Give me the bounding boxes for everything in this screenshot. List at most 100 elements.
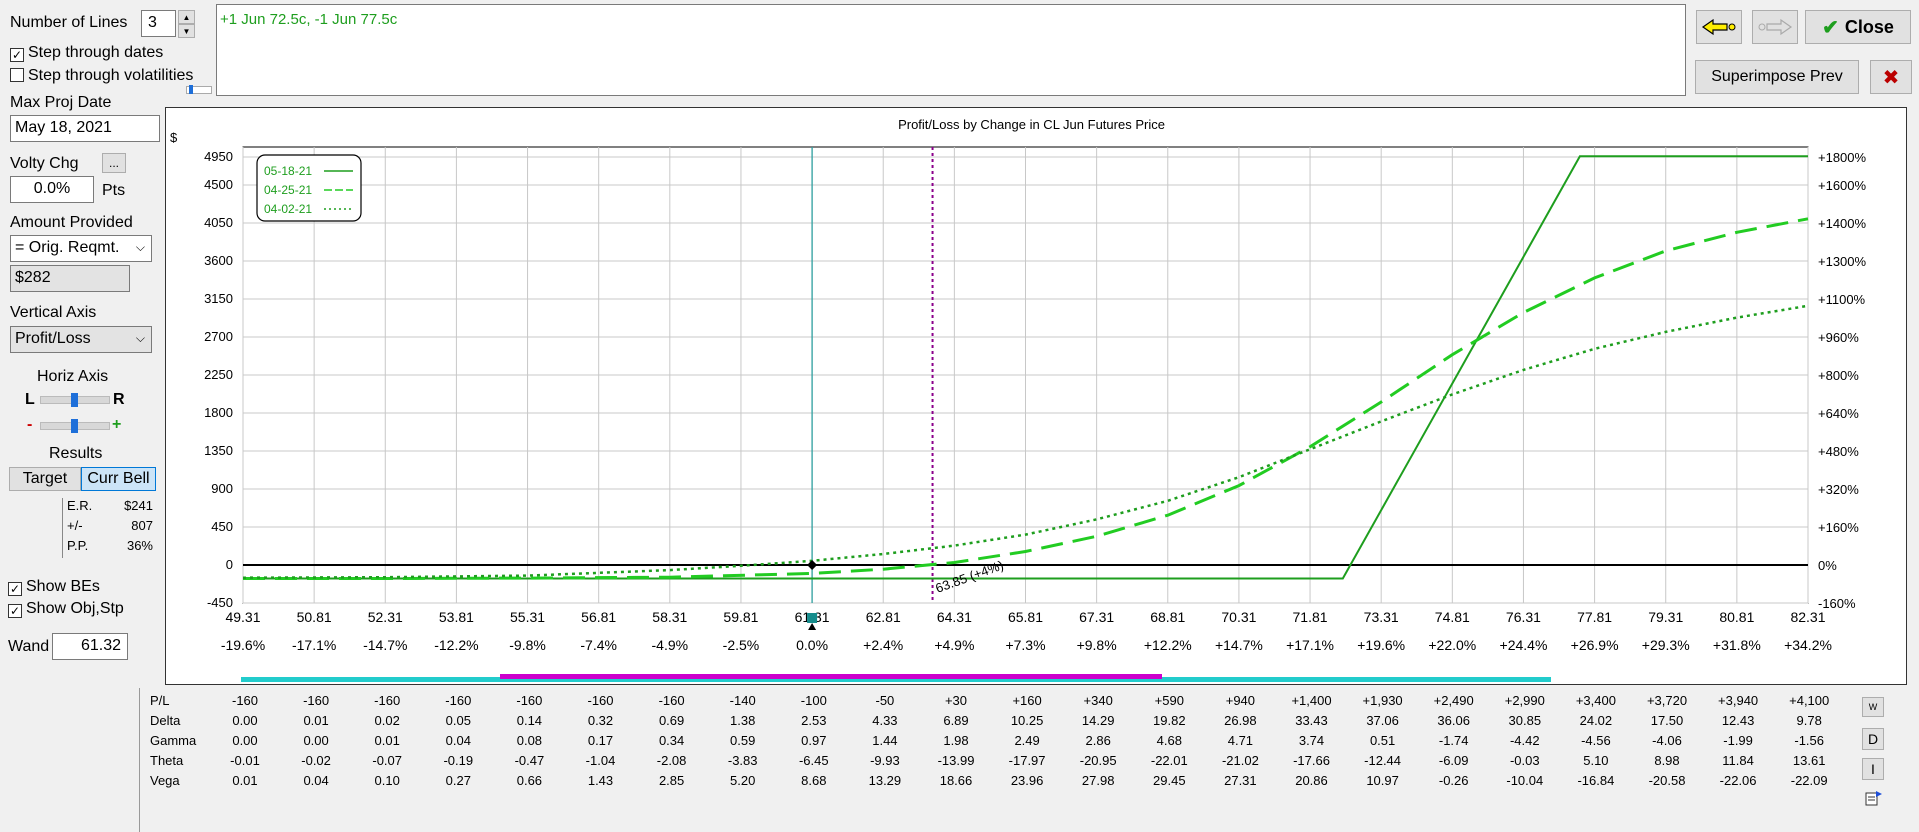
x-tick-label: 65.81	[1008, 609, 1043, 625]
step-vols-checkbox[interactable]	[10, 68, 24, 82]
greeks-cell: 0.02	[374, 713, 400, 728]
chevron-down-icon: ⌵	[135, 240, 145, 254]
x-icon: ✖	[1882, 66, 1900, 89]
greeks-cell: 5.20	[730, 773, 756, 788]
greeks-cell: -22.06	[1719, 773, 1757, 788]
step-dates-checkbox[interactable]	[10, 48, 24, 62]
greeks-cell: -20.95	[1079, 753, 1117, 768]
step-dates-option[interactable]: Step through dates	[10, 44, 163, 62]
y2-tick-label: +800%	[1818, 368, 1859, 383]
greeks-cell: 0.04	[445, 733, 471, 748]
greeks-cell: 29.45	[1153, 773, 1186, 788]
volty-label: Volty Chg	[10, 155, 79, 172]
amount-label: Amount Provided	[10, 214, 133, 231]
horiz-zoom-thumb[interactable]	[71, 419, 78, 433]
volty-change-field[interactable]: 0.0%	[10, 176, 94, 203]
greeks-cell: 8.98	[1654, 753, 1680, 768]
horiz-pan-slider[interactable]	[40, 393, 110, 407]
y-tick-label: 1800	[204, 405, 233, 420]
ellipsis-icon: ...	[108, 156, 119, 170]
horiz-zoom-slider[interactable]	[40, 419, 110, 433]
vol-step-slider[interactable]	[186, 85, 212, 94]
next-button[interactable]	[1752, 10, 1798, 44]
greeks-cell: 0.34	[658, 733, 685, 748]
close-button[interactable]: ✔ Close	[1805, 10, 1911, 44]
amount-select[interactable]: = Orig. Reqmt. ⌵	[10, 235, 152, 262]
export-icon[interactable]	[1864, 788, 1884, 808]
position-text-area[interactable]: +1 Jun 72.5c, -1 Jun 77.5c	[216, 4, 1686, 96]
greeks-cell: -22.09	[1790, 773, 1828, 788]
greeks-cell: 0.01	[232, 773, 258, 788]
x-tick-label: 64.31	[937, 609, 972, 625]
greeks-cell: +30	[944, 693, 968, 708]
horiz-left-label: L	[25, 391, 35, 408]
show-obj-option[interactable]: Show Obj,Stp	[8, 600, 124, 618]
greeks-cell: -1.04	[585, 753, 616, 768]
greeks-cell: -160	[658, 693, 685, 708]
greeks-cell: 0.27	[445, 773, 471, 788]
x-tick-label: 56.81	[581, 609, 616, 625]
greeks-cell: 0.01	[303, 713, 329, 728]
step-vols-option[interactable]: Step through volatilities	[10, 66, 193, 85]
vertical-axis-label: Vertical Axis	[10, 304, 97, 321]
x-pct-tick-label: +31.8%	[1713, 637, 1761, 653]
greeks-cell: -12.44	[1364, 753, 1402, 768]
results-label: Results	[49, 445, 103, 462]
spin-up-button[interactable]: ▲	[178, 10, 195, 24]
greeks-cell: 11.84	[1722, 753, 1754, 768]
greeks-cell: -9.93	[870, 753, 900, 768]
greeks-cell: -140	[729, 693, 756, 708]
delete-button[interactable]: ✖	[1870, 60, 1912, 94]
num-lines-field[interactable]: 3	[141, 10, 176, 37]
vertical-axis-select[interactable]: Profit/Loss ⌵	[10, 326, 152, 353]
wand-field[interactable]: 61.32	[52, 633, 128, 660]
curr-bell-button[interactable]: Curr Bell	[81, 467, 156, 491]
show-bes-option[interactable]: Show BEs	[8, 578, 100, 596]
greeks-cell: -6.45	[798, 753, 829, 768]
greeks-cell: 2.53	[801, 713, 827, 728]
d-button[interactable]: D	[1862, 728, 1884, 750]
spin-down-button[interactable]: ▼	[178, 24, 195, 38]
greeks-cell: 12.43	[1721, 713, 1755, 728]
x-pct-tick-label: +24.4%	[1500, 637, 1548, 653]
volty-more-button[interactable]: ...	[102, 153, 126, 173]
x-pct-tick-label: +34.2%	[1784, 637, 1832, 653]
pl-chart[interactable]: 49.31 -19.6% 50.81 -17.1% 52.31 -14.7% 53.81 -1…	[165, 107, 1907, 685]
greeks-cell: 0.17	[587, 733, 614, 748]
max-proj-date-field[interactable]: May 18, 2021	[10, 115, 160, 142]
greeks-cell: -3.83	[727, 753, 758, 768]
i-button[interactable]: I	[1862, 758, 1884, 780]
greeks-cell: +2,490	[1433, 693, 1474, 708]
x-pct-tick-label: -9.8%	[509, 637, 546, 653]
greeks-cell: -0.02	[301, 753, 331, 768]
horiz-pan-thumb[interactable]	[71, 393, 78, 407]
prev-button[interactable]	[1696, 10, 1742, 44]
step-dates-label: Step through dates	[28, 44, 164, 61]
y-tick-label: 4050	[204, 215, 233, 230]
y2-tick-label: +640%	[1818, 406, 1859, 421]
greeks-cell: -2.08	[656, 753, 687, 768]
x-tick-label: 70.31	[1221, 609, 1256, 625]
triangle-up-icon: ▲	[182, 12, 191, 22]
greeks-cell: -17.97	[1008, 753, 1046, 768]
greeks-cell: 0.00	[232, 713, 258, 728]
x-pct-tick-label: +19.6%	[1357, 637, 1405, 653]
x-tick-label: 59.81	[723, 609, 758, 625]
x-tick-label: 53.81	[439, 609, 474, 625]
target-button[interactable]: Target	[9, 467, 81, 491]
y-tick-label: 2250	[204, 367, 233, 382]
show-obj-label: Show Obj,Stp	[26, 600, 124, 617]
greeks-cell: 20.86	[1295, 773, 1328, 788]
greeks-cell: -1.99	[1723, 733, 1753, 748]
superimpose-prev-button[interactable]: Superimpose Prev	[1695, 60, 1859, 94]
w-button[interactable]: W	[1862, 697, 1884, 717]
wand-label: Wand	[8, 638, 50, 655]
close-label: Close	[1844, 16, 1894, 37]
greeks-cell: -0.07	[372, 753, 402, 768]
vol-step-thumb[interactable]	[189, 85, 193, 94]
greeks-cell: -160	[445, 693, 472, 708]
show-bes-label: Show BEs	[26, 578, 100, 595]
show-obj-checkbox[interactable]	[8, 604, 22, 618]
show-bes-checkbox[interactable]	[8, 582, 22, 596]
greeks-cell: 19.82	[1153, 713, 1186, 728]
